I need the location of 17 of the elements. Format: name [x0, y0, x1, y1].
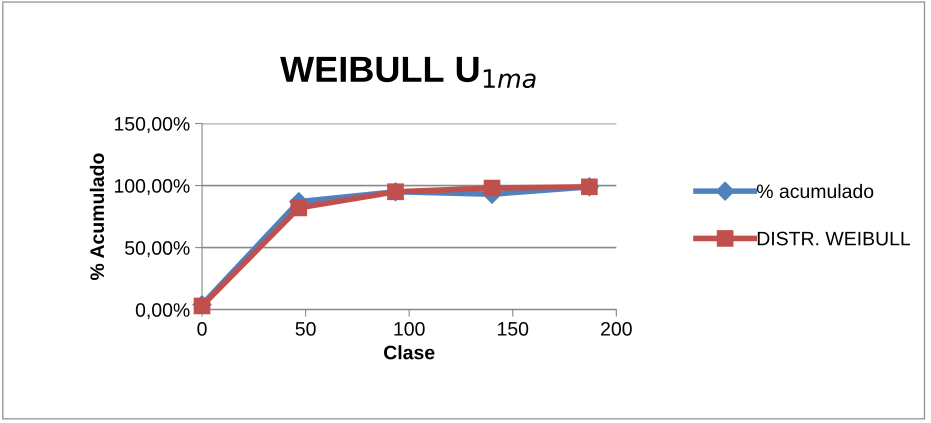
x-tick-label: 0	[197, 322, 207, 336]
x-tick-label: 50	[296, 322, 316, 336]
x-tick-label: 150	[498, 322, 528, 336]
y-tick-label: 100,00%	[114, 179, 190, 196]
y-axis-title: % Acumulado	[90, 153, 104, 280]
y-tick-label: 0,00%	[136, 303, 190, 320]
x-axis-title: Clase	[384, 345, 434, 360]
x-tick-label: 200	[601, 322, 632, 336]
chart-title: WEIBULL U$_{1ma}$	[280, 56, 536, 88]
point	[194, 298, 210, 314]
y-tick-label: 150,00%	[114, 116, 190, 134]
y-tick-label: 50,00%	[125, 241, 190, 258]
legend-label: DISTR. WEIBULL	[758, 232, 910, 246]
x-tick-label: 100	[394, 322, 425, 336]
point	[290, 200, 308, 216]
legend-label: % acumulado	[756, 184, 874, 198]
point	[484, 180, 500, 196]
